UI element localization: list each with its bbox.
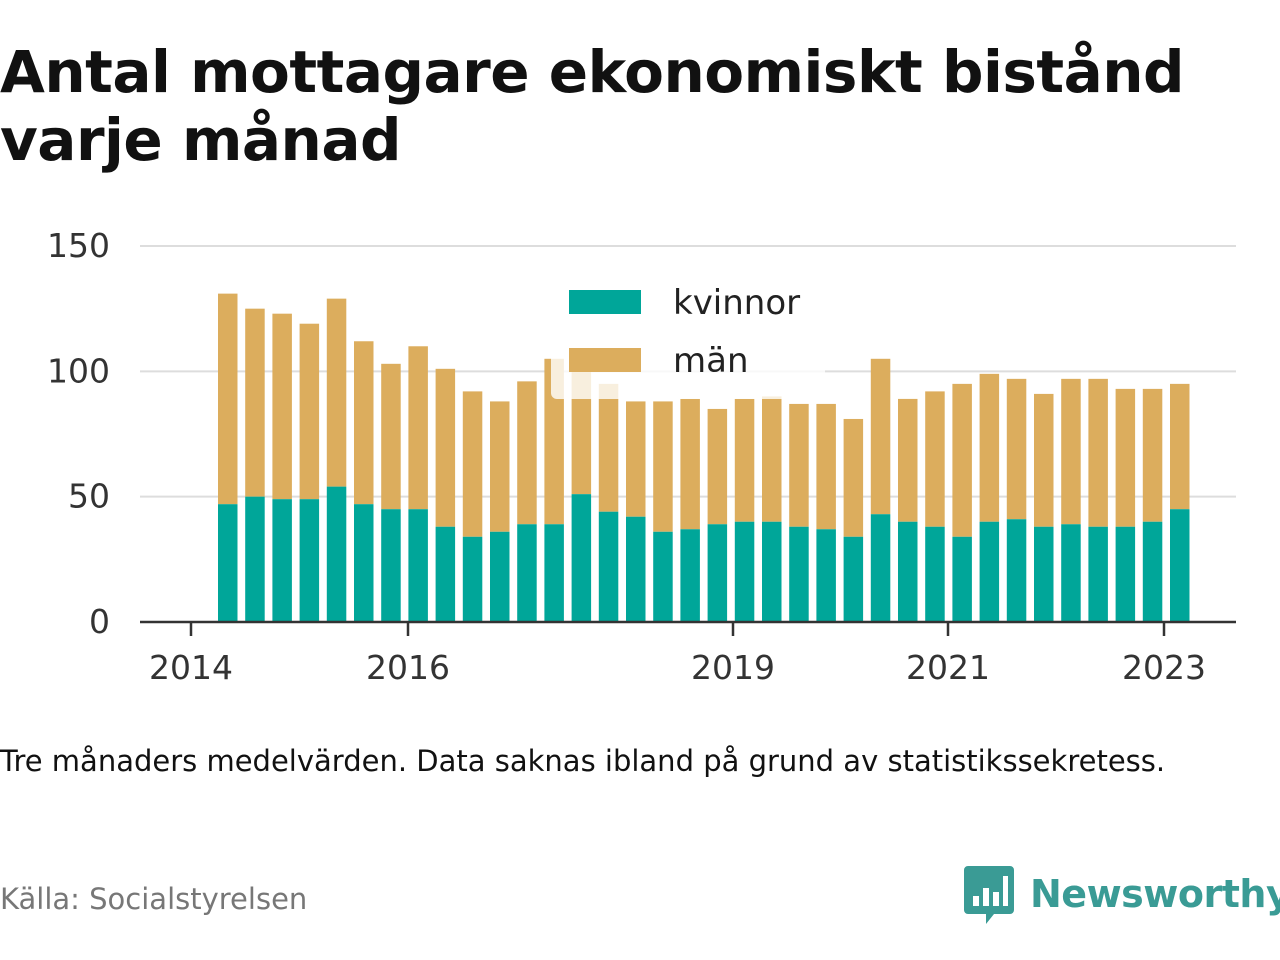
bar-kvinnor-32 xyxy=(1088,526,1108,622)
newsworthy-brand[interactable]: Newsworthy xyxy=(964,862,1280,926)
x-tick-label-2019: 2019 xyxy=(691,648,775,687)
bar-kvinnor-1 xyxy=(245,496,265,622)
bar-man-6 xyxy=(381,363,401,510)
bar-man-35 xyxy=(1170,383,1190,510)
bar-man-26 xyxy=(925,391,945,527)
chart-title: Antal mottagare ekonomiskt bistånd varje… xyxy=(0,38,1185,174)
bar-man-0 xyxy=(218,293,238,505)
x-tick-label-2021: 2021 xyxy=(906,648,990,687)
bar-man-3 xyxy=(299,323,320,500)
bar-man-34 xyxy=(1142,388,1163,522)
bar-kvinnor-12 xyxy=(544,524,564,622)
stacked-bar-chart: 0 50 100 150 2014 2016 2019 2021 2023 kvinnor mä… xyxy=(47,226,1236,687)
bar-kvinnor-7 xyxy=(408,509,428,622)
legend-label-1: män xyxy=(673,341,749,381)
x-tick-label-2016: 2016 xyxy=(366,648,450,687)
bar-kvinnor-6 xyxy=(381,509,401,622)
bar-kvinnor-11 xyxy=(517,524,537,622)
bar-man-28 xyxy=(979,373,1000,522)
bar-man-1 xyxy=(245,308,265,497)
x-tick-label-2023: 2023 xyxy=(1122,648,1206,687)
bar-man-24 xyxy=(870,358,891,515)
bar-kvinnor-28 xyxy=(979,521,1000,622)
bar-man-25 xyxy=(898,398,918,522)
bar-kvinnor-21 xyxy=(789,526,809,622)
bar-kvinnor-19 xyxy=(734,521,755,622)
bar-man-8 xyxy=(435,368,456,527)
bar-kvinnor-23 xyxy=(843,536,864,622)
bar-kvinnor-20 xyxy=(762,521,782,622)
bar-man-20 xyxy=(762,396,782,522)
bar-kvinnor-29 xyxy=(1006,519,1027,622)
bar-kvinnor-3 xyxy=(299,499,320,622)
y-axis-ticks: 0 50 100 150 xyxy=(47,226,110,641)
bar-man-30 xyxy=(1034,393,1054,527)
y-tick-label-100: 100 xyxy=(47,351,110,390)
bar-man-22 xyxy=(816,403,836,530)
bar-man-31 xyxy=(1061,378,1081,525)
bar-man-5 xyxy=(354,341,374,505)
bar-kvinnor-8 xyxy=(435,526,456,622)
bar-man-27 xyxy=(952,383,972,537)
legend-label-0: kvinnor xyxy=(673,283,800,323)
bar-kvinnor-27 xyxy=(952,536,972,622)
bar-man-21 xyxy=(789,403,809,527)
bar-kvinnor-14 xyxy=(598,511,619,622)
y-tick-label-0: 0 xyxy=(89,602,110,641)
newsworthy-logo-icon xyxy=(964,866,1014,924)
bar-kvinnor-35 xyxy=(1170,509,1190,622)
brand-name: Newsworthy xyxy=(1030,872,1280,916)
bar-kvinnor-25 xyxy=(898,521,918,622)
bar-man-7 xyxy=(408,346,428,510)
bar-kvinnor-4 xyxy=(326,486,347,622)
bar-man-29 xyxy=(1006,378,1027,520)
bar-kvinnor-5 xyxy=(354,504,374,622)
bar-man-10 xyxy=(490,401,510,532)
source-credit: Källa: Socialstyrelsen xyxy=(0,882,308,916)
bar-kvinnor-18 xyxy=(707,524,728,622)
bar-kvinnor-31 xyxy=(1061,524,1081,622)
bar-man-19 xyxy=(734,398,755,522)
bar-kvinnor-34 xyxy=(1142,521,1163,622)
bar-man-9 xyxy=(462,391,483,537)
bars xyxy=(218,293,1190,622)
bar-kvinnor-24 xyxy=(870,514,891,622)
bar-kvinnor-17 xyxy=(680,529,700,622)
bar-kvinnor-13 xyxy=(571,494,592,622)
bar-kvinnor-33 xyxy=(1115,526,1136,622)
bar-man-33 xyxy=(1115,388,1136,527)
bar-kvinnor-0 xyxy=(218,504,238,622)
legend-swatch-1 xyxy=(569,348,641,372)
y-tick-label-150: 150 xyxy=(47,226,110,265)
bar-man-16 xyxy=(653,401,673,532)
bar-man-32 xyxy=(1088,378,1108,527)
bar-man-2 xyxy=(272,313,292,500)
bar-kvinnor-16 xyxy=(653,531,673,622)
bar-kvinnor-26 xyxy=(925,526,945,622)
x-tick-label-2014: 2014 xyxy=(149,648,233,687)
bar-man-17 xyxy=(680,398,700,530)
bar-man-12 xyxy=(544,358,564,525)
bar-man-4 xyxy=(326,298,347,487)
bar-man-13 xyxy=(571,371,592,495)
bar-man-15 xyxy=(626,401,646,517)
bar-kvinnor-22 xyxy=(816,529,836,622)
bar-man-18 xyxy=(707,408,728,525)
bar-man-11 xyxy=(517,381,537,525)
bar-man-14 xyxy=(598,383,619,512)
bar-kvinnor-9 xyxy=(462,536,483,622)
legend-swatch-0 xyxy=(569,290,641,314)
x-axis: 2014 2016 2019 2021 2023 xyxy=(140,620,1236,687)
bar-kvinnor-30 xyxy=(1034,526,1054,622)
chart-note: Tre månaders medelvärden. Data saknas ib… xyxy=(0,744,1166,778)
bar-kvinnor-15 xyxy=(626,516,646,622)
bar-man-23 xyxy=(843,418,864,537)
bar-kvinnor-2 xyxy=(272,499,292,622)
legend: kvinnor män xyxy=(551,275,825,399)
y-tick-label-50: 50 xyxy=(68,477,110,516)
bar-kvinnor-10 xyxy=(490,531,510,622)
